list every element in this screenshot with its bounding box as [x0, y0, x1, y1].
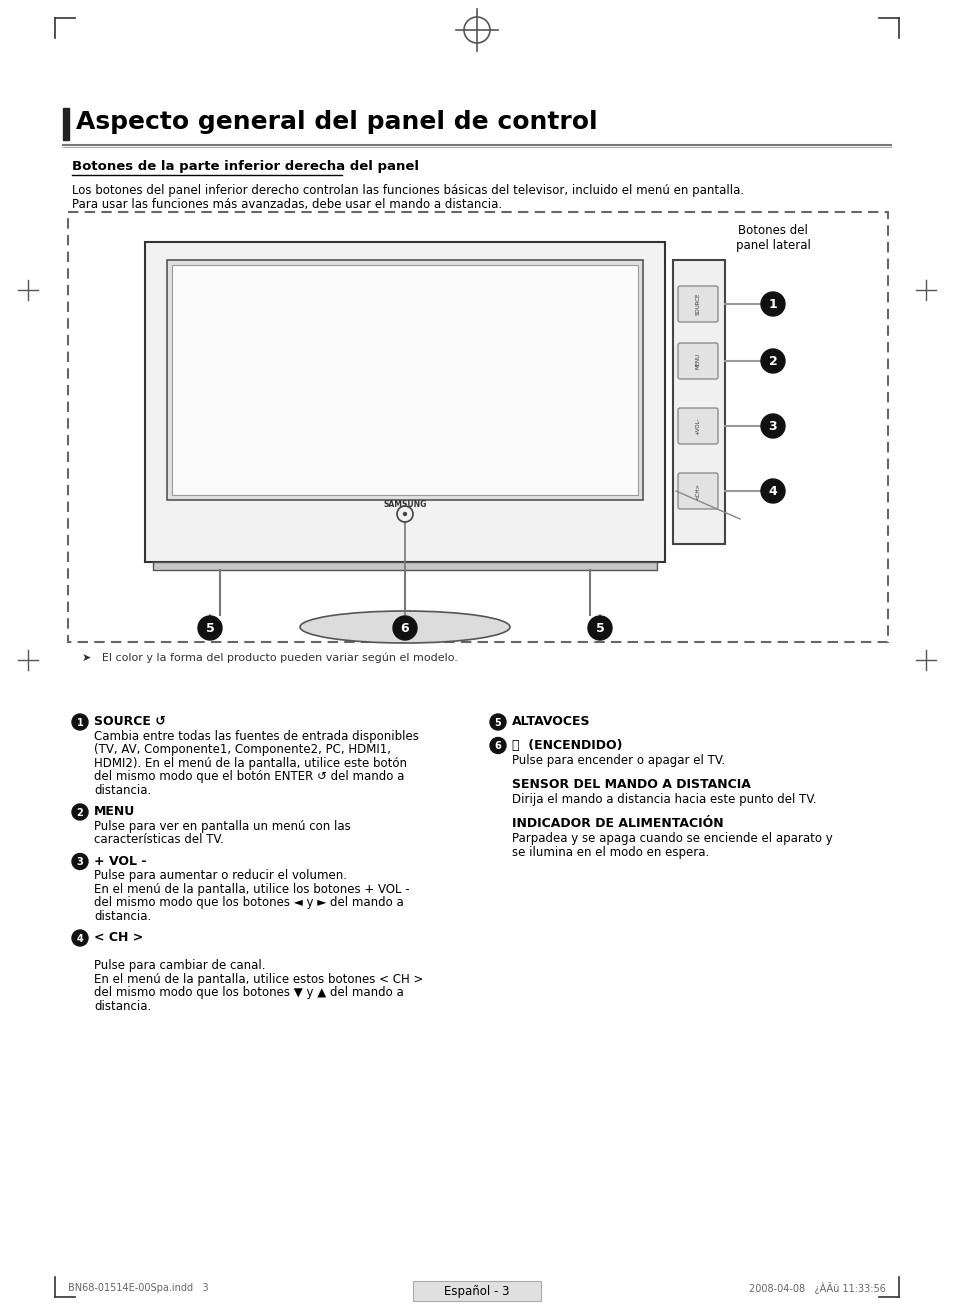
Text: 2008-04-08   ¿ÀÃü 11:33:56: 2008-04-08 ¿ÀÃü 11:33:56 — [748, 1282, 885, 1294]
Circle shape — [393, 615, 416, 640]
Bar — [167, 260, 642, 500]
FancyBboxPatch shape — [678, 343, 718, 379]
Text: Cambia entre todas las fuentes de entrada disponibles: Cambia entre todas las fuentes de entrad… — [94, 730, 418, 743]
Text: Parpadea y se apaga cuando se enciende el aparato y: Parpadea y se apaga cuando se enciende e… — [512, 832, 832, 846]
Text: Pulse para encender o apagar el TV.: Pulse para encender o apagar el TV. — [512, 753, 724, 767]
Text: distancia.: distancia. — [94, 910, 152, 923]
Text: Aspecto general del panel de control: Aspecto general del panel de control — [76, 110, 597, 134]
Text: SENSOR DEL MANDO A DISTANCIA: SENSOR DEL MANDO A DISTANCIA — [512, 777, 750, 790]
Text: 4: 4 — [768, 485, 777, 498]
Bar — [152, 562, 657, 569]
Circle shape — [760, 348, 784, 373]
Text: En el menú de la pantalla, utilice estos botones < CH >: En el menú de la pantalla, utilice estos… — [94, 973, 423, 985]
Text: ⏻  (ENCENDIDO): ⏻ (ENCENDIDO) — [512, 739, 622, 751]
Circle shape — [760, 414, 784, 438]
Text: del mismo modo que el botón ENTER ↺ del mando a: del mismo modo que el botón ENTER ↺ del … — [94, 771, 404, 782]
Text: Pulse para aumentar o reducir el volumen.: Pulse para aumentar o reducir el volumen… — [94, 869, 347, 882]
Text: distancia.: distancia. — [94, 999, 152, 1013]
Bar — [172, 266, 638, 494]
Text: MENU: MENU — [695, 352, 700, 370]
Circle shape — [760, 479, 784, 504]
Bar — [672, 260, 724, 544]
Bar — [413, 1281, 540, 1301]
Text: 1: 1 — [768, 299, 777, 312]
Text: BN68-01514E-00Spa.indd   3: BN68-01514E-00Spa.indd 3 — [68, 1283, 209, 1293]
Circle shape — [71, 714, 88, 730]
Text: Botones del
panel lateral: Botones del panel lateral — [735, 224, 810, 252]
Text: 1: 1 — [76, 718, 83, 727]
Text: se ilumina en el modo en espera.: se ilumina en el modo en espera. — [512, 846, 708, 859]
Text: Para usar las funciones más avanzadas, debe usar el mando a distancia.: Para usar las funciones más avanzadas, d… — [71, 199, 501, 210]
Text: En el menú de la pantalla, utilice los botones + VOL -: En el menú de la pantalla, utilice los b… — [94, 882, 409, 896]
FancyBboxPatch shape — [678, 285, 718, 322]
Text: <CH>: <CH> — [695, 483, 700, 500]
Text: 2: 2 — [768, 355, 777, 368]
Text: ALTAVOCES: ALTAVOCES — [512, 715, 590, 729]
Text: HDMI2). En el menú de la pantalla, utilice este botón: HDMI2). En el menú de la pantalla, utili… — [94, 756, 407, 769]
Text: 3: 3 — [76, 857, 83, 867]
Circle shape — [490, 714, 505, 730]
Circle shape — [71, 803, 88, 821]
Text: + VOL -: + VOL - — [94, 855, 147, 868]
Circle shape — [403, 513, 406, 515]
Circle shape — [760, 292, 784, 316]
Text: SAMSUNG: SAMSUNG — [383, 500, 426, 509]
Text: MENU: MENU — [94, 805, 135, 818]
Text: Español - 3: Español - 3 — [444, 1285, 509, 1298]
Text: (TV, AV, Componente1, Componente2, PC, HDMI1,: (TV, AV, Componente1, Componente2, PC, H… — [94, 743, 391, 756]
Bar — [63, 108, 69, 139]
Circle shape — [71, 853, 88, 869]
Text: SOURCE ↺: SOURCE ↺ — [94, 715, 166, 729]
Text: ➤   El color y la forma del producto pueden variar según el modelo.: ➤ El color y la forma del producto puede… — [82, 652, 457, 663]
Text: 6: 6 — [494, 740, 501, 751]
Text: 2: 2 — [76, 807, 83, 818]
Text: +VOL-: +VOL- — [695, 417, 700, 435]
Circle shape — [198, 615, 222, 640]
Text: características del TV.: características del TV. — [94, 832, 224, 846]
Text: Pulse para ver en pantalla un menú con las: Pulse para ver en pantalla un menú con l… — [94, 819, 351, 832]
Text: 3: 3 — [768, 419, 777, 433]
Text: SOURCE: SOURCE — [695, 293, 700, 316]
Circle shape — [587, 615, 612, 640]
Text: Pulse para cambiar de canal.: Pulse para cambiar de canal. — [94, 959, 265, 972]
Circle shape — [71, 930, 88, 945]
Bar — [68, 212, 887, 642]
Text: 5: 5 — [494, 718, 501, 727]
Text: distancia.: distancia. — [94, 784, 152, 797]
FancyBboxPatch shape — [678, 473, 718, 509]
Text: 5: 5 — [595, 622, 604, 635]
Ellipse shape — [299, 611, 510, 643]
FancyBboxPatch shape — [678, 408, 718, 444]
Text: INDICADOR DE ALIMENTACIÓN: INDICADOR DE ALIMENTACIÓN — [512, 817, 723, 830]
Text: < CH >: < CH > — [94, 931, 143, 944]
Text: 4: 4 — [76, 934, 83, 943]
Text: del mismo modo que los botones ▼ y ▲ del mando a: del mismo modo que los botones ▼ y ▲ del… — [94, 986, 403, 999]
Circle shape — [490, 738, 505, 753]
Text: del mismo modo que los botones ◄ y ► del mando a: del mismo modo que los botones ◄ y ► del… — [94, 896, 403, 909]
Bar — [145, 242, 664, 562]
Text: Los botones del panel inferior derecho controlan las funciones básicas del telev: Los botones del panel inferior derecho c… — [71, 184, 743, 197]
Text: Botones de la parte inferior derecha del panel: Botones de la parte inferior derecha del… — [71, 160, 418, 174]
Text: 5: 5 — [206, 622, 214, 635]
Text: Dirija el mando a distancia hacia este punto del TV.: Dirija el mando a distancia hacia este p… — [512, 793, 816, 806]
Text: 6: 6 — [400, 622, 409, 635]
